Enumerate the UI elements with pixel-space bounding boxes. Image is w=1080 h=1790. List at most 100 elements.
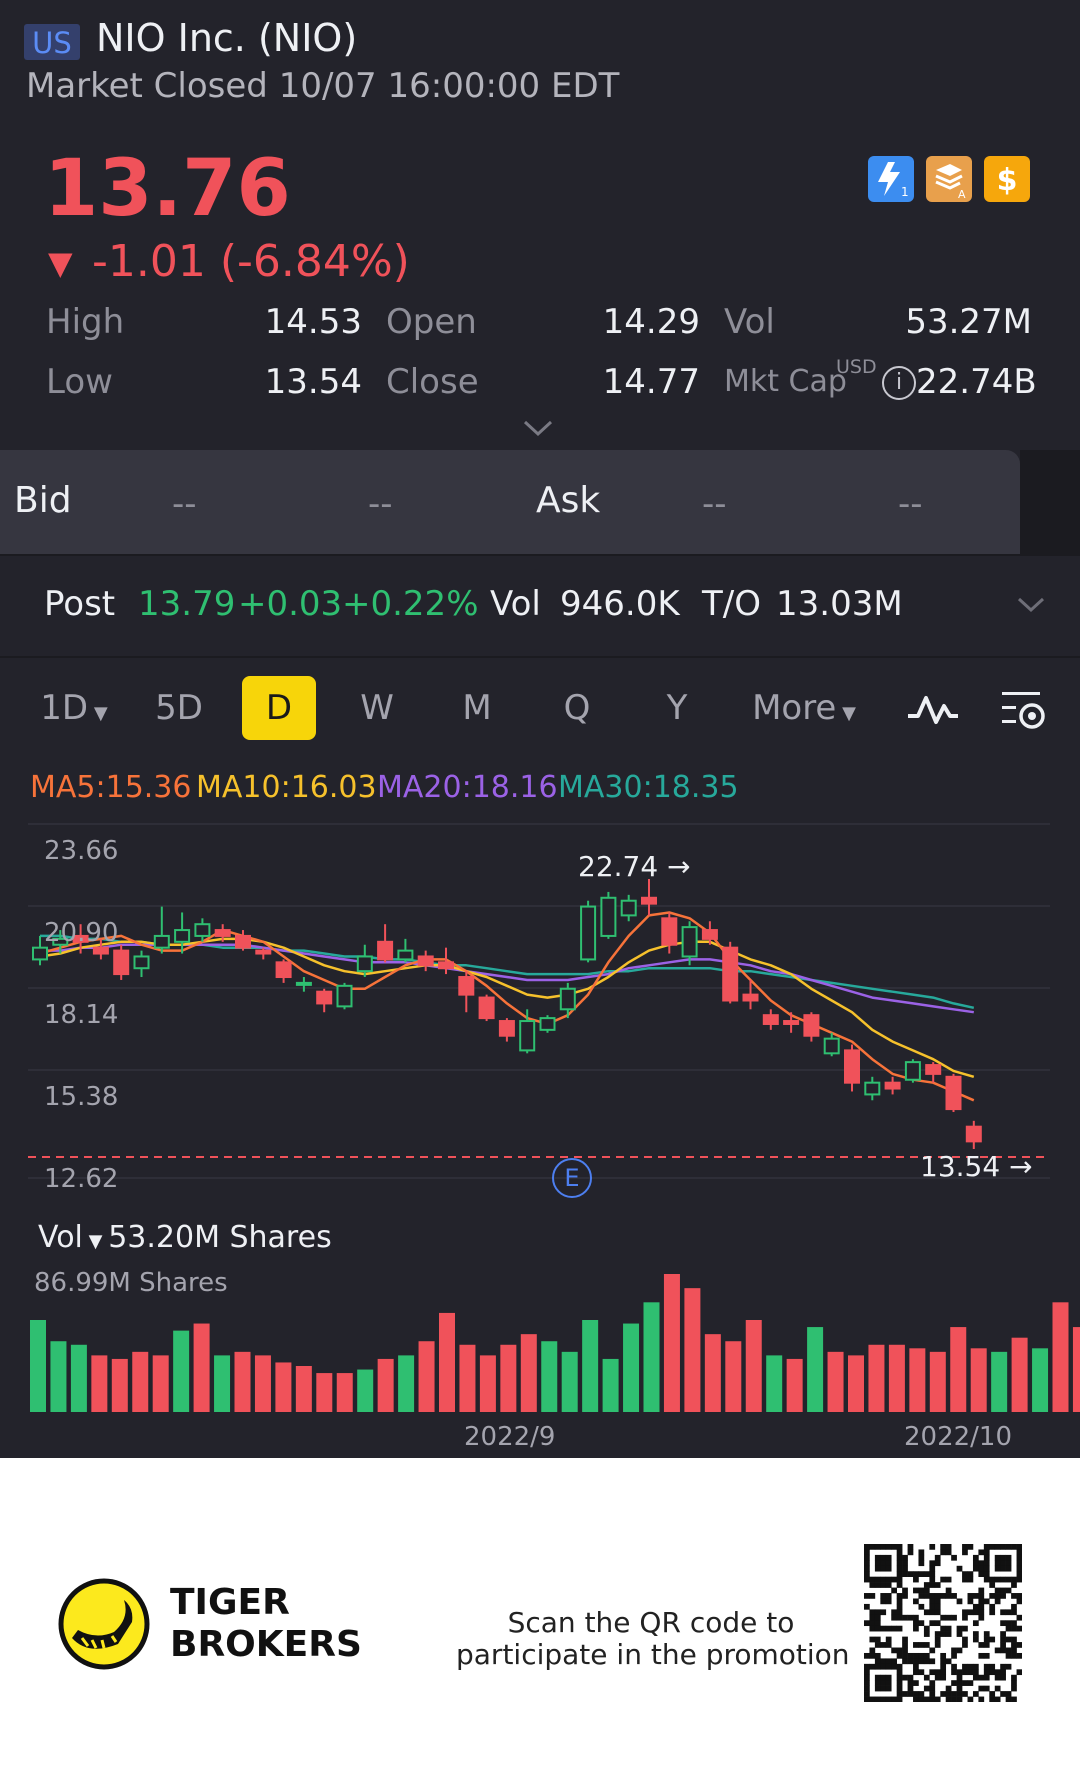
qr-module (1016, 1598, 1022, 1605)
qr-module (874, 1625, 881, 1632)
qr-module (907, 1680, 914, 1686)
qr-module (934, 1696, 941, 1702)
tab-1d[interactable]: 1D ▼ (40, 688, 108, 728)
qr-module (923, 1571, 930, 1577)
qr-module (880, 1582, 887, 1588)
qr-module (951, 1593, 957, 1599)
volume-bar (91, 1355, 108, 1412)
qr-module (902, 1652, 908, 1659)
qr-module (1005, 1560, 1012, 1567)
qr-module (994, 1647, 1001, 1654)
qr-module (907, 1674, 914, 1681)
volume-bar (398, 1355, 415, 1412)
candle-up (397, 949, 414, 961)
divider (0, 554, 1080, 556)
tab-y[interactable]: Y (666, 688, 688, 728)
qr-module (967, 1696, 974, 1702)
qr-module (896, 1680, 903, 1686)
indicator-icon[interactable] (906, 690, 960, 734)
qr-module (945, 1691, 952, 1697)
qr-module (874, 1614, 881, 1621)
qr-module (983, 1669, 990, 1676)
qr-module (962, 1642, 968, 1648)
low-label: Low (46, 362, 113, 402)
candle-down (701, 929, 718, 940)
info-icon[interactable]: i (882, 366, 916, 400)
qr-module (896, 1576, 903, 1583)
qr-module (1011, 1625, 1017, 1632)
qr-module (962, 1663, 968, 1670)
qr-module (1011, 1647, 1017, 1654)
tab-w[interactable]: W (360, 688, 394, 728)
qr-module (885, 1560, 892, 1567)
qr-module (885, 1625, 892, 1632)
volume-label[interactable]: Vol ▼ 53.20M Shares (38, 1220, 332, 1255)
tab-d[interactable]: D (242, 676, 316, 740)
qr-module (945, 1631, 952, 1637)
qr-module (972, 1691, 979, 1697)
qr-module (902, 1593, 908, 1599)
candle-up (295, 981, 312, 986)
qr-module (891, 1647, 897, 1654)
qr-module (972, 1631, 979, 1637)
volume-chart (30, 1274, 1080, 1412)
volume-bar (193, 1323, 210, 1412)
volume-bar (111, 1358, 128, 1412)
qr-module (934, 1636, 941, 1643)
tab-5d[interactable]: 5D (155, 688, 203, 728)
qr-module (896, 1647, 903, 1654)
qr-module (1000, 1663, 1006, 1670)
volume-bar (868, 1344, 885, 1412)
qr-module (978, 1593, 985, 1599)
candlestick-chart[interactable] (0, 820, 1080, 1210)
y-tick-label: 15.38 (44, 1082, 119, 1112)
qr-module (864, 1549, 870, 1556)
qr-module (962, 1609, 968, 1616)
qr-module (896, 1593, 903, 1599)
x-axis-label: 2022/9 (464, 1422, 556, 1452)
qr-module (896, 1582, 903, 1588)
tab-q[interactable]: Q (563, 688, 591, 728)
open-value: 14.29 (602, 302, 700, 342)
qr-module (945, 1614, 952, 1621)
tab-more[interactable]: More ▼ (752, 688, 856, 728)
lightning-level1-icon[interactable]: 1 (868, 156, 914, 202)
candle-down (783, 1020, 800, 1025)
qr-module (869, 1625, 876, 1632)
qr-module (956, 1680, 963, 1686)
volume-bar (1072, 1327, 1080, 1412)
qr-module (1000, 1674, 1006, 1681)
candle-up (153, 934, 170, 949)
chevron-down-icon[interactable] (1016, 596, 1046, 618)
book-stack-icon[interactable]: A (926, 156, 972, 202)
chart-settings-icon[interactable] (998, 688, 1048, 736)
qr-module (994, 1560, 1001, 1567)
qr-module (1005, 1691, 1012, 1697)
volume-bar (725, 1341, 742, 1412)
qr-module (945, 1696, 952, 1702)
candle-down (722, 946, 739, 1002)
qr-module (902, 1674, 908, 1681)
qr-module (962, 1669, 968, 1676)
qr-module (934, 1642, 941, 1648)
qr-module (967, 1576, 974, 1583)
qr-module (994, 1593, 1001, 1599)
tab-m[interactable]: M (462, 688, 492, 728)
qr-module (880, 1696, 887, 1702)
qr-module (913, 1576, 919, 1583)
qr-module (1011, 1642, 1017, 1648)
earnings-marker[interactable]: E (552, 1158, 592, 1198)
volume-bar (214, 1355, 231, 1412)
qr-module (896, 1598, 903, 1605)
qr-module (1005, 1554, 1012, 1561)
qr-module (934, 1669, 941, 1676)
qr-module (896, 1614, 903, 1621)
qr-module (891, 1658, 897, 1665)
candle-down (661, 917, 678, 946)
qr-code[interactable] (864, 1544, 1022, 1702)
qr-module (956, 1685, 963, 1692)
qr-module (967, 1544, 974, 1550)
qr-module (929, 1565, 936, 1572)
dollar-icon[interactable]: $ (984, 156, 1030, 202)
expand-chevron-icon[interactable] (522, 418, 554, 442)
